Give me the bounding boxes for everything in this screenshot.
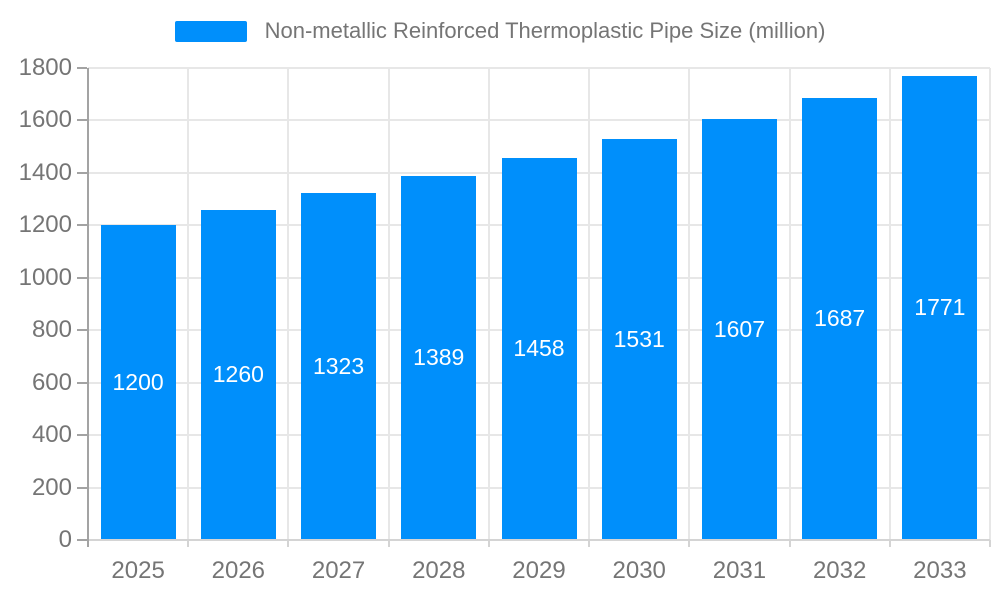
- x-axis-line: [88, 539, 990, 541]
- bar-value-label: 1531: [613, 325, 665, 352]
- bar[interactable]: 1687: [802, 97, 878, 540]
- bar-value-label: 1687: [814, 305, 866, 332]
- y-tick-label: 1400: [18, 158, 72, 186]
- gridline-vertical: [487, 68, 490, 540]
- x-tick-label: 2029: [512, 557, 566, 584]
- bar[interactable]: 1531: [601, 138, 677, 540]
- x-tick-label: 2030: [612, 557, 666, 584]
- bar-value-label: 1260: [212, 361, 264, 388]
- x-tick-mark: [888, 540, 891, 547]
- x-tick-mark: [387, 540, 390, 547]
- y-tick-label: 1800: [18, 54, 72, 81]
- y-tick-mark: [77, 434, 87, 437]
- bar-value-label: 1458: [513, 335, 565, 362]
- x-tick-mark: [287, 540, 290, 547]
- gridline-vertical: [888, 68, 891, 540]
- bar[interactable]: 1200: [100, 225, 176, 540]
- x-tick-label: 2028: [412, 557, 466, 584]
- y-tick-label: 200: [31, 473, 72, 501]
- plot-area: 1200 1260 1323 1389 1458 1531 1607 1687 1771: [88, 67, 991, 540]
- bar-value-label: 1389: [413, 344, 465, 371]
- bar[interactable]: 1323: [301, 193, 377, 540]
- gridline-vertical: [989, 68, 991, 540]
- y-tick-mark: [77, 276, 87, 279]
- x-tick-label: 2031: [712, 557, 767, 584]
- legend-swatch-icon: [174, 20, 247, 42]
- x-tick-label: 2033: [913, 557, 967, 584]
- gridline-vertical: [387, 68, 390, 540]
- y-tick-mark: [77, 539, 87, 541]
- bar[interactable]: 1607: [701, 118, 777, 540]
- gridline-vertical: [788, 68, 791, 540]
- x-tick-label: 2032: [812, 557, 867, 584]
- y-tick-mark: [77, 67, 87, 69]
- gridline-horizontal: [88, 67, 990, 69]
- y-tick-label: 1600: [18, 106, 72, 134]
- bar[interactable]: 1389: [401, 175, 477, 540]
- bar-value-label: 1200: [112, 369, 164, 396]
- x-tick-mark: [989, 540, 991, 547]
- x-tick-mark: [688, 540, 691, 547]
- gridline-vertical: [187, 68, 190, 540]
- bar-value-label: 1771: [914, 294, 966, 321]
- gridline-horizontal: [88, 119, 990, 122]
- x-tick-mark: [788, 540, 791, 547]
- y-tick-label: 400: [31, 421, 72, 449]
- y-tick-mark: [77, 119, 87, 122]
- legend-label: Non-metallic Reinforced Thermoplastic Pi…: [264, 18, 826, 43]
- bar-value-label: 1607: [713, 315, 766, 342]
- y-tick-mark: [77, 171, 87, 174]
- y-tick-label: 800: [31, 316, 72, 344]
- bar[interactable]: 1260: [200, 209, 276, 540]
- y-tick-label: 1200: [18, 211, 72, 239]
- y-tick-label: 600: [31, 368, 72, 396]
- x-tick-label: 2027: [311, 557, 366, 584]
- gridline-vertical: [688, 68, 691, 540]
- x-tick-label: 2025: [111, 557, 165, 584]
- x-tick-mark: [187, 540, 190, 547]
- legend[interactable]: Non-metallic Reinforced Thermoplastic Pi…: [0, 16, 1000, 46]
- bar-value-label: 1323: [312, 353, 365, 380]
- y-tick-mark: [77, 486, 87, 489]
- y-tick-mark: [77, 329, 87, 332]
- y-tick-mark: [77, 224, 87, 227]
- bar[interactable]: 1458: [501, 157, 577, 540]
- y-tick-mark: [77, 381, 87, 384]
- y-axis-line: [87, 68, 89, 547]
- bar[interactable]: 1771: [902, 75, 978, 540]
- y-tick-label: 0: [58, 526, 72, 553]
- x-tick-mark: [588, 540, 591, 547]
- y-tick-label: 1000: [18, 263, 72, 291]
- gridline-vertical: [287, 68, 290, 540]
- x-tick-mark: [487, 540, 490, 547]
- x-tick-label: 2026: [211, 557, 266, 584]
- gridline-vertical: [588, 68, 591, 540]
